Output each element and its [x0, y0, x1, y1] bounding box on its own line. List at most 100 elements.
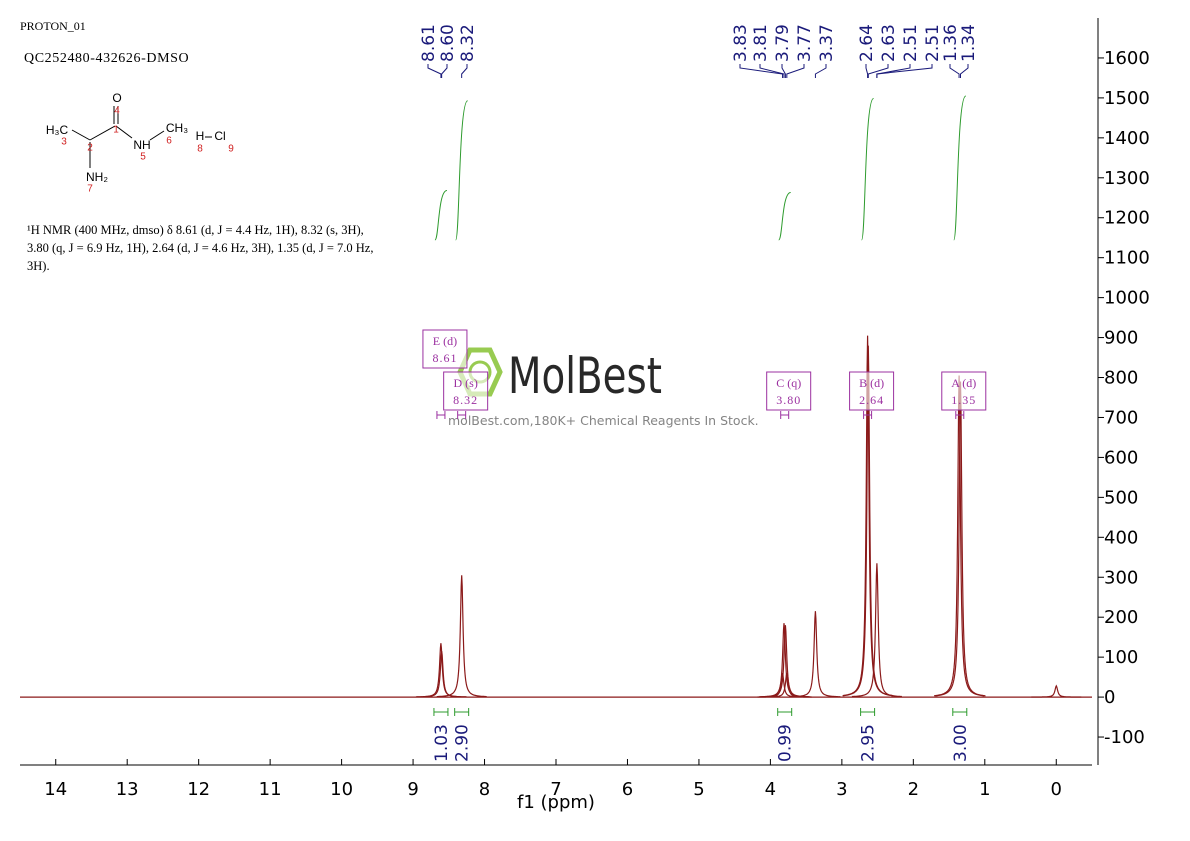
y-tick-label: 1500: [1104, 88, 1150, 109]
bond: [149, 130, 165, 141]
multiplet-range: [457, 411, 467, 419]
y-tick-label: 1000: [1104, 288, 1150, 309]
peak-label-connector: [865, 64, 869, 78]
multiplet-shift: 3.80: [776, 393, 801, 407]
integral-range: [454, 708, 470, 716]
multiplet-box: [849, 371, 895, 411]
peak-label: 3.81: [751, 24, 771, 62]
y-tick-label: 300: [1104, 567, 1138, 588]
x-tick-label: 14: [44, 779, 67, 800]
x-axis-label: f1 (ppm): [517, 792, 595, 813]
multiplet-range: [955, 411, 965, 419]
x-tick-label: 10: [330, 779, 353, 800]
peak-label: 2.64: [857, 24, 877, 62]
experiment-name: PROTON_01: [20, 19, 86, 33]
integral-range: [860, 708, 876, 716]
multiplet-name: E (d): [433, 334, 457, 348]
x-tick-label: 0: [1051, 779, 1062, 800]
peak-label-connector: [949, 64, 960, 78]
peak-label: 3.83: [731, 24, 751, 62]
multiplet-shift: 8.61: [432, 351, 457, 365]
x-tick-label: 5: [693, 779, 704, 800]
peak: [843, 345, 894, 697]
multiplet-box: [941, 371, 987, 411]
watermark: MolBest molBest.com,180K+ Chemical Reage…: [448, 347, 759, 428]
bond: [89, 125, 116, 141]
peak-label: 8.60: [438, 24, 458, 62]
atom-label: O: [112, 91, 121, 105]
watermark-brand: MolBest: [508, 347, 662, 405]
nmr-description: 3.80 (q, J = 6.9 Hz, 1H), 2.64 (d, J = 4…: [27, 241, 373, 255]
watermark-tagline: molBest.com,180K+ Chemical Reagents In S…: [448, 413, 759, 428]
x-tick-label: 3: [836, 779, 847, 800]
atom-number: 6: [166, 136, 172, 147]
atom-label: CH₃: [166, 121, 188, 135]
y-tick-label: 600: [1104, 447, 1138, 468]
integral-label: 2.95: [859, 724, 879, 762]
multiplet-range: [780, 411, 790, 419]
peak: [790, 611, 841, 698]
multiplet-box: [422, 329, 468, 369]
atom-number: 9: [228, 144, 234, 155]
multiplet-box: [443, 371, 489, 411]
integral-label: 0.99: [776, 724, 796, 762]
atom-number: 7: [87, 184, 93, 195]
peak-label-connector: [441, 64, 448, 78]
atom-number: 1: [113, 125, 119, 136]
multiplet-shift: 2.64: [859, 393, 884, 407]
multiplet-shift: 1.35: [951, 393, 976, 407]
peak-label: 8.61: [419, 24, 439, 62]
integral-curve: [778, 191, 791, 241]
multiplet-name: C (q): [776, 376, 801, 390]
atom-label: H₃C: [46, 123, 69, 137]
y-tick-label: -100: [1104, 727, 1145, 748]
atom-label: NH₂: [86, 170, 108, 184]
integral-label: 2.90: [453, 724, 473, 762]
peak-label: 2.63: [879, 24, 899, 62]
x-tick-label: 11: [259, 779, 282, 800]
y-tick-label: 400: [1104, 527, 1138, 548]
atom-number: 4: [114, 106, 120, 117]
x-tick-label: 6: [622, 779, 633, 800]
multiplet-name: B (d): [859, 376, 884, 390]
peak: [851, 563, 902, 698]
atom-number: 5: [140, 152, 146, 163]
peak: [416, 651, 467, 698]
multiplet-range: [436, 411, 446, 419]
multiplet-name: A (d): [951, 376, 976, 390]
x-tick-label: 4: [765, 779, 776, 800]
y-tick-label: 800: [1104, 368, 1138, 389]
multiplet-name: D (s): [453, 376, 477, 390]
peak-label-connector: [960, 64, 969, 78]
bond: [71, 129, 91, 141]
integral-curve: [455, 100, 469, 241]
peak-label: 2.51: [923, 24, 943, 62]
bond: [115, 125, 133, 139]
structure: H₃C O NH CH₃ H Cl NH₂ 1 2 3 4 5 6 7 8 9: [46, 91, 234, 194]
x-tick-label: 8: [479, 779, 490, 800]
peak-label-connector: [759, 64, 785, 78]
atom-label: NH: [133, 138, 150, 152]
peak-label-connector: [427, 64, 442, 78]
x-tick-label: 13: [116, 779, 139, 800]
integral-curve: [953, 95, 967, 241]
x-tick-label: 1: [979, 779, 990, 800]
x-tick-label: 9: [407, 779, 418, 800]
nmr-description: ¹H NMR (400 MHz, dmso) δ 8.61 (d, J = 4.…: [27, 223, 364, 237]
peak-label-connector: [876, 64, 933, 78]
atom-number: 8: [197, 144, 203, 155]
y-tick-label: 1200: [1104, 208, 1150, 229]
integral-curve: [434, 190, 448, 241]
peak: [1031, 684, 1082, 698]
integral-label: 1.03: [432, 724, 452, 762]
atom-number: 3: [61, 137, 67, 148]
multiplet-range: [863, 411, 873, 419]
peak: [436, 575, 487, 698]
integral-curve: [861, 97, 875, 241]
y-tick-label: 200: [1104, 607, 1138, 628]
x-tick-label: 2: [908, 779, 919, 800]
y-tick-label: 1600: [1104, 48, 1150, 69]
peak-label-connector: [814, 64, 827, 78]
peak-label: 3.77: [795, 24, 815, 62]
